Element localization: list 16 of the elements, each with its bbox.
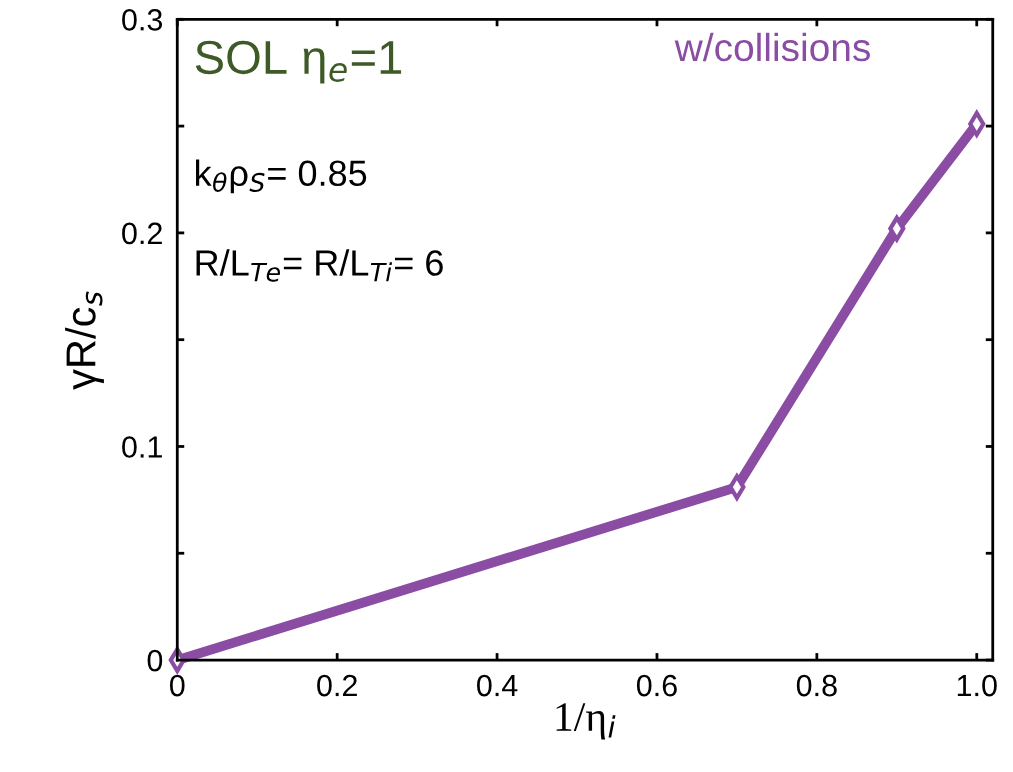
y-tick-label: 0.1 bbox=[122, 436, 162, 458]
annotation: R/L$_{Te}$= R/L$_{Ti}$= 6 bbox=[196, 249, 443, 282]
y-tick-label: 0 bbox=[147, 649, 163, 672]
annotation: k$_{θ}$ρ$_{S}$= 0.85 bbox=[196, 159, 367, 194]
x-tick-label: 0.6 bbox=[636, 674, 677, 697]
y-tick-label: 0.2 bbox=[122, 222, 162, 245]
text: w/collisions bbox=[674, 32, 870, 62]
x-tick-label: 0.4 bbox=[477, 674, 518, 697]
y-axis-title: γR/c$_{s}$ bbox=[65, 291, 104, 390]
x-tick-label: 0 bbox=[169, 674, 185, 697]
y-tick-label: 0.3 bbox=[122, 9, 163, 31]
x-tick-label: 0.8 bbox=[796, 674, 837, 697]
x-tick-label: 0.2 bbox=[317, 674, 357, 697]
annotation: SOL η$_{e}$=1 bbox=[195, 40, 402, 84]
x-axis-title: 1/η$_{i}$ bbox=[556, 703, 616, 740]
x-tick-label: 1.0 bbox=[957, 674, 997, 697]
